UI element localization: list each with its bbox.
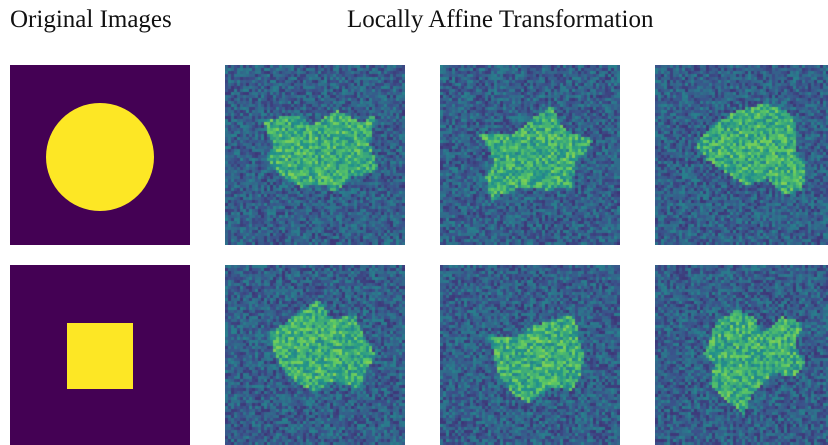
transformed-image-row2-col1 (225, 265, 405, 445)
warped-circle-canvas-2 (440, 65, 620, 245)
warped-square-canvas-3 (655, 265, 828, 445)
original-images-heading: Original Images (10, 6, 172, 33)
transformed-image-row1-col3 (655, 65, 828, 245)
yellow-square (67, 323, 133, 389)
warped-circle-canvas-1 (225, 65, 405, 245)
original-circle-image (10, 65, 190, 245)
yellow-circle (46, 103, 154, 211)
transformed-image-row2-col3 (655, 265, 828, 445)
transformed-image-row2-col2 (440, 265, 620, 445)
square-svg (10, 265, 190, 445)
circle-svg (10, 65, 190, 245)
warped-circle-canvas-3 (655, 65, 828, 245)
warped-square-canvas-2 (440, 265, 620, 445)
transformed-image-row1-col2 (440, 65, 620, 245)
locally-affine-transformation-heading: Locally Affine Transformation (347, 6, 654, 33)
transformed-image-row1-col1 (225, 65, 405, 245)
warped-square-canvas-1 (225, 265, 405, 445)
original-square-image (10, 265, 190, 445)
